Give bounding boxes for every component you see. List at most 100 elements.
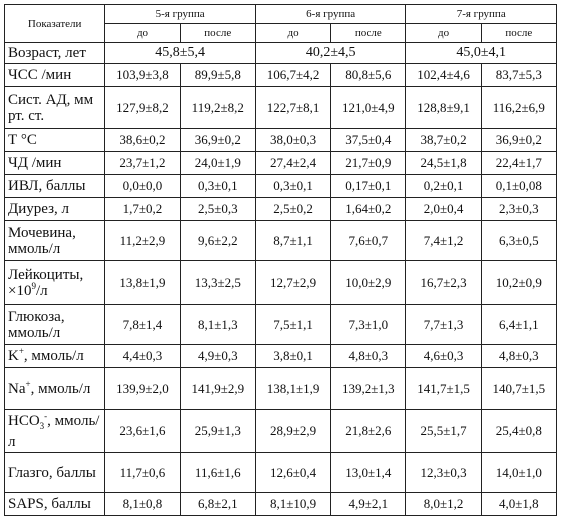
value-cell: 106,7±4,2 (254, 63, 332, 87)
row-label: Глазго, баллы (3, 452, 106, 493)
value-cell: 36,9±0,2 (179, 128, 256, 152)
value-cell: 83,7±5,3 (480, 63, 558, 87)
value-cell: 13,0±1,4 (330, 452, 407, 493)
row-label: Na+, ммоль/л (3, 367, 106, 410)
value-cell: 141,9±2,9 (179, 367, 256, 410)
value-cell: 4,0±1,8 (480, 492, 558, 516)
row-label: Диурез, л (3, 197, 106, 221)
table-row: Диурез, л 1,7±0,2 2,5±0,3 2,5±0,2 1,64±0… (3, 197, 558, 221)
value-cell: 7,4±1,2 (405, 220, 482, 261)
value-cell: 1,64±0,2 (330, 197, 407, 221)
value-cell: 38,6±0,2 (104, 128, 181, 152)
clinical-indicators-table: Показатели 5-я группа 6-я группа 7-я гру… (3, 4, 558, 516)
row-label: Возраст, лет (3, 42, 106, 64)
value-cell: 4,8±0,3 (480, 344, 558, 368)
value-cell: 13,8±1,9 (104, 260, 181, 305)
value-cell: 7,5±1,1 (254, 304, 332, 345)
value-cell: 22,4±1,7 (480, 151, 558, 175)
table-row: HCO3-, ммоль/л 23,6±1,6 25,9±1,3 28,9±2,… (3, 409, 558, 453)
merged-value-cell: 40,2±4,5 (254, 42, 407, 64)
value-cell: 8,1±1,3 (179, 304, 256, 345)
value-cell: 12,7±2,9 (254, 260, 332, 305)
header-row-timepoints: до после до после до после (5, 23, 558, 43)
value-cell: 139,9±2,0 (104, 367, 181, 410)
value-cell: 27,4±2,4 (254, 151, 332, 175)
value-cell: 24,0±1,9 (179, 151, 256, 175)
value-cell: 6,3±0,5 (480, 220, 558, 261)
value-cell: 38,0±0,3 (254, 128, 332, 152)
value-cell: 4,9±0,3 (179, 344, 256, 368)
value-cell: 127,9±8,2 (104, 86, 181, 129)
table-row: ЧД /мин 23,7±1,2 24,0±1,9 27,4±2,4 21,7±… (3, 151, 558, 175)
table-row: K+, ммоль/л 4,4±0,3 4,9±0,3 3,8±0,1 4,8±… (3, 344, 558, 368)
value-cell: 4,6±0,3 (405, 344, 482, 368)
value-cell: 121,0±4,9 (330, 86, 407, 129)
value-cell: 141,7±1,5 (405, 367, 482, 410)
value-cell: 2,5±0,2 (254, 197, 332, 221)
value-cell: 0,1±0,08 (480, 174, 558, 198)
value-cell: 8,1±10,9 (254, 492, 332, 516)
value-cell: 25,5±1,7 (405, 409, 482, 453)
after-header: после (330, 23, 407, 43)
value-cell: 119,2±8,2 (179, 86, 256, 129)
value-cell: 7,8±1,4 (104, 304, 181, 345)
value-cell: 0,3±0,1 (254, 174, 332, 198)
value-cell: 16,7±2,3 (405, 260, 482, 305)
value-cell: 0,17±0,1 (330, 174, 407, 198)
merged-value-cell: 45,0±4,1 (405, 42, 557, 64)
table-row: Сист. АД, мм рт. ст. 127,9±8,2 119,2±8,2… (3, 86, 558, 129)
value-cell: 37,5±0,4 (330, 128, 407, 152)
row-label: Т °С (3, 128, 106, 152)
row-label: Мочевина, ммоль/л (3, 220, 106, 261)
table-row: Глюкоза, ммоль/л 7,8±1,4 8,1±1,3 7,5±1,1… (3, 304, 558, 345)
value-cell: 11,2±2,9 (104, 220, 181, 261)
value-cell: 103,9±3,8 (104, 63, 181, 87)
value-cell: 10,2±0,9 (480, 260, 558, 305)
value-cell: 12,6±0,4 (254, 452, 332, 493)
after-header: после (179, 23, 256, 43)
row-label: HCO3-, ммоль/л (3, 409, 106, 453)
before-header: до (405, 23, 482, 43)
value-cell: 0,3±0,1 (179, 174, 256, 198)
value-cell: 140,7±1,5 (480, 367, 558, 410)
value-cell: 24,5±1,8 (405, 151, 482, 175)
value-cell: 102,4±4,6 (405, 63, 482, 87)
value-cell: 8,7±1,1 (254, 220, 332, 261)
value-cell: 28,9±2,9 (254, 409, 332, 453)
value-cell: 36,9±0,2 (480, 128, 558, 152)
table-row: Na+, ммоль/л 139,9±2,0 141,9±2,9 138,1±1… (3, 367, 558, 410)
after-header: после (480, 23, 558, 43)
table-row: Т °С 38,6±0,2 36,9±0,2 38,0±0,3 37,5±0,4… (3, 128, 558, 152)
before-header: до (254, 23, 332, 43)
value-cell: 139,2±1,3 (330, 367, 407, 410)
value-cell: 21,8±2,6 (330, 409, 407, 453)
value-cell: 7,7±1,3 (405, 304, 482, 345)
value-cell: 25,4±0,8 (480, 409, 558, 453)
value-cell: 21,7±0,9 (330, 151, 407, 175)
value-cell: 23,6±1,6 (104, 409, 181, 453)
merged-value-cell: 45,8±5,4 (104, 42, 256, 64)
table-row: Возраст, лет 45,8±5,4 40,2±4,5 45,0±4,1 (3, 42, 557, 64)
row-label: Сист. АД, мм рт. ст. (3, 86, 106, 129)
value-cell: 10,0±2,9 (330, 260, 407, 305)
value-cell: 80,8±5,6 (330, 63, 407, 87)
value-cell: 23,7±1,2 (104, 151, 181, 175)
value-cell: 7,6±0,7 (330, 220, 407, 261)
value-cell: 14,0±1,0 (480, 452, 558, 493)
value-cell: 89,9±5,8 (179, 63, 256, 87)
value-cell: 138,1±1,9 (254, 367, 332, 410)
group-5-header: 5-я группа (104, 4, 256, 24)
table-row: SAPS, баллы 8,1±0,8 6,8±2,1 8,1±10,9 4,9… (3, 492, 558, 516)
value-cell: 38,7±0,2 (405, 128, 482, 152)
value-cell: 9,6±2,2 (179, 220, 256, 261)
value-cell: 12,3±0,3 (405, 452, 482, 493)
value-cell: 4,9±2,1 (330, 492, 407, 516)
value-cell: 7,3±1,0 (330, 304, 407, 345)
value-cell: 6,4±1,1 (480, 304, 558, 345)
table-row: ИВЛ, баллы 0,0±0,0 0,3±0,1 0,3±0,1 0,17±… (3, 174, 558, 198)
value-cell: 4,4±0,3 (104, 344, 181, 368)
value-cell: 2,5±0,3 (179, 197, 256, 221)
header-row-groups: Показатели 5-я группа 6-я группа 7-я гру… (3, 4, 557, 43)
value-cell: 8,1±0,8 (104, 492, 181, 516)
value-cell: 122,7±8,1 (254, 86, 332, 129)
